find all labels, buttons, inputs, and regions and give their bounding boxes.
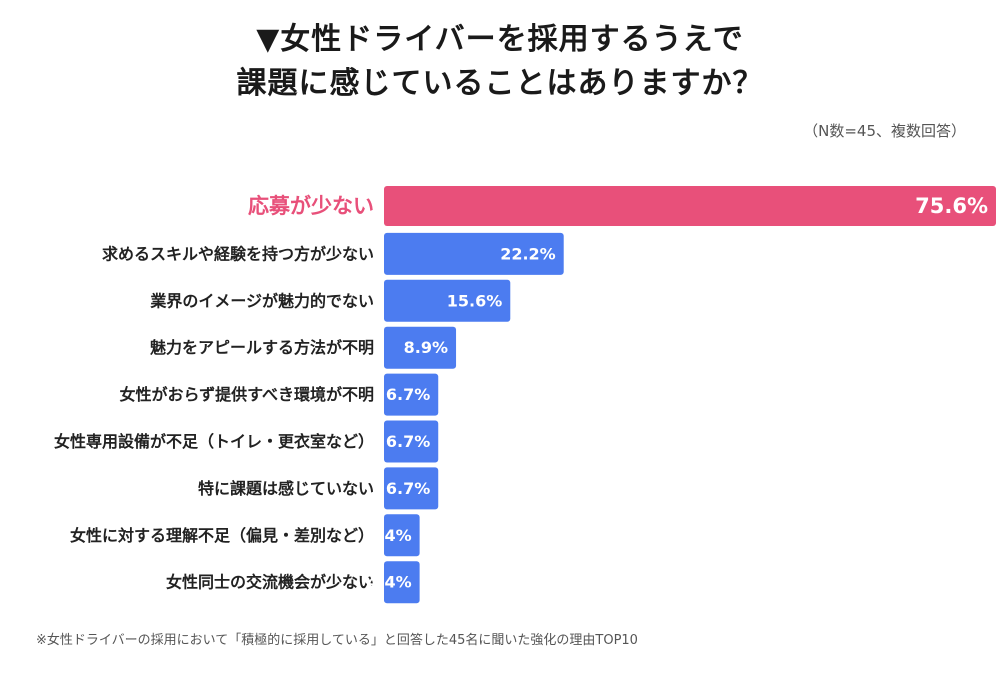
category-label-6: 特に課題は感じていない (198, 479, 374, 498)
value-label-6: 6.7% (386, 479, 430, 498)
category-label-0: 応募が少ない (248, 194, 374, 218)
category-label-2: 業界のイメージが魅力的でない (149, 291, 374, 310)
bar-8 (384, 561, 420, 604)
bar-7 (384, 514, 420, 557)
value-label-7: 4.4% (367, 526, 411, 545)
category-label-3: 魅力をアピールする方法が不明 (150, 338, 374, 357)
category-label-5: 女性専用設備が不足（トイレ・更衣室など） (54, 432, 374, 451)
sample-size-note: （N数=45、複数回答） (803, 122, 966, 140)
chart-title-line2: 課題に感じていることはありますか？ (236, 66, 764, 101)
bar-4 (384, 373, 439, 416)
category-label-8: 女性同士の交流機会が少ない (166, 573, 374, 592)
value-label-4: 6.7% (386, 385, 430, 404)
category-label-1: 求めるスキルや経験を持つ方が少ない (102, 244, 374, 263)
bar-0 (384, 186, 996, 226)
chart-title-line1: ▼女性ドライバーを採用するうえで (256, 22, 744, 57)
value-label-0: 75.6% (915, 194, 988, 218)
bar-6 (384, 467, 439, 510)
bar-5 (384, 420, 439, 463)
category-label-4: 女性がおらず提供すべき環境が不明 (119, 385, 374, 404)
footnote: ※女性ドライバーの採用において「積極的に採用している」と回答した45名に聞いた強… (36, 633, 638, 648)
category-label-7: 女性に対する理解不足（偏見・差別など） (70, 526, 374, 545)
value-label-3: 8.9% (404, 338, 448, 357)
value-label-1: 22.2% (500, 244, 556, 263)
value-label-2: 15.6% (447, 291, 503, 310)
bar-1 (384, 232, 564, 275)
bar-3 (384, 326, 457, 369)
value-label-8: 4.4% (367, 573, 411, 592)
value-label-5: 6.7% (386, 432, 430, 451)
bar-2 (384, 279, 511, 322)
